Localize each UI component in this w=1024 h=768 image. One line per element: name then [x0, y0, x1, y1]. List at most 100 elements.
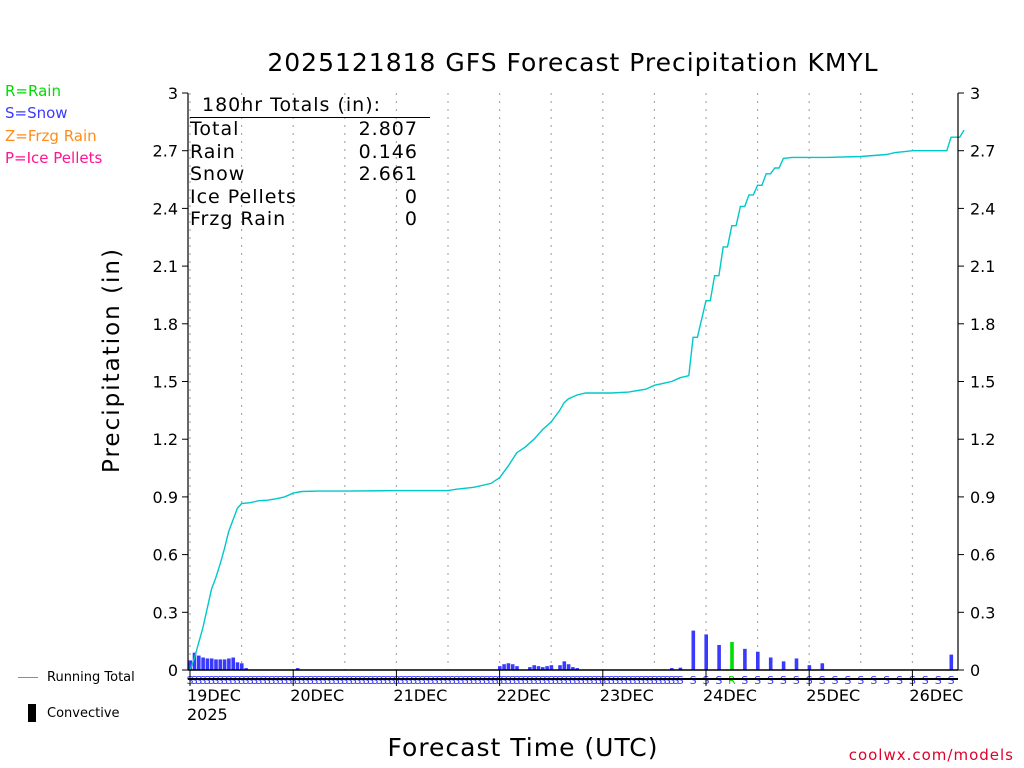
precip-type-marker: S: [350, 674, 357, 687]
precip-type-marker: S: [561, 674, 568, 687]
precip-type-marker: S: [617, 674, 624, 687]
precip-type-marker: S: [647, 674, 654, 687]
precip-type-marker: S: [440, 674, 447, 687]
precip-type-marker: S: [505, 674, 512, 687]
totals-row-total: Total 2.807: [190, 118, 418, 141]
precip-type-marker: S: [303, 674, 310, 687]
precip-type-marker: S: [316, 674, 323, 687]
precip-type-marker: S: [488, 674, 495, 687]
precip-type-marker: S: [754, 674, 761, 687]
precip-type-marker: S: [595, 674, 602, 687]
totals-row-frzg-rain: Frzg Rain 0: [190, 208, 418, 231]
precip-type-marker: S: [526, 674, 533, 687]
precip-bar: [545, 666, 549, 670]
totals-panel: 180hr Totals (in): Total 2.807 Rain 0.14…: [190, 93, 430, 231]
running-total-series: [189, 129, 965, 671]
precip-type-marker: S: [199, 674, 206, 687]
precip-type-marker: S: [642, 674, 649, 687]
precip-bar: [201, 657, 205, 670]
precip-bar: [670, 668, 674, 670]
precip-bar: [549, 665, 554, 670]
legend-snow: S=Snow: [5, 104, 68, 122]
precip-type-marker: S: [660, 674, 667, 687]
credit-link[interactable]: coolwx.com/models: [848, 746, 1014, 764]
totals-value: 0.146: [358, 140, 418, 163]
y-tick-label-right: 0.6: [970, 546, 995, 565]
precip-type-marker: S: [234, 674, 241, 687]
precip-type-marker: S: [668, 674, 675, 687]
precip-type-marker: S: [935, 674, 942, 687]
precip-type-marker: S: [208, 674, 215, 687]
precip-type-marker: S: [741, 674, 748, 687]
precip-type-marker: S: [574, 674, 581, 687]
precip-type-marker: S: [556, 674, 563, 687]
y-tick-label-right: 0.9: [970, 488, 995, 507]
precip-bar: [502, 664, 506, 670]
precip-type-marker: S: [384, 674, 391, 687]
y-tick-label: 2.7: [153, 142, 178, 161]
precip-bar: [227, 658, 231, 670]
precip-bar: [541, 667, 545, 670]
precip-bar: [188, 660, 192, 670]
precip-type-marker: S: [780, 674, 787, 687]
precip-type-marker: S: [612, 674, 619, 687]
x-tick-label: 24DEC: [703, 686, 757, 705]
precip-bar: [678, 667, 683, 670]
precip-type-marker: S: [870, 674, 877, 687]
precip-type-marker: S: [483, 674, 490, 687]
precip-bar: [575, 668, 579, 670]
y-tick-label-right: 1.8: [970, 315, 995, 334]
precip-type-marker: S: [238, 674, 245, 687]
precip-type-marker: S: [844, 674, 851, 687]
precip-bar: [730, 641, 734, 670]
precip-bar: [781, 661, 786, 670]
precip-type-marker: S: [655, 674, 662, 687]
precip-type-marker: S: [767, 674, 774, 687]
precip-type-marker: S: [242, 674, 249, 687]
precip-type-marker: S: [333, 674, 340, 687]
totals-label: Ice Pellets: [190, 185, 297, 208]
precip-type-marker: S: [621, 674, 628, 687]
precip-type-marker: S: [470, 674, 477, 687]
precip-bar: [205, 658, 210, 670]
precip-bar: [704, 634, 708, 670]
precip-bar: [295, 668, 300, 670]
precip-bars: [188, 630, 954, 670]
precip-type-marker: S: [204, 674, 211, 687]
precip-type-marker: S: [445, 674, 452, 687]
precip-type-marker: S: [548, 674, 555, 687]
legend-convective: Convective: [47, 706, 120, 721]
precip-type-marker: S: [715, 674, 722, 687]
legend-running-total: Running Total: [47, 670, 135, 685]
precip-bar: [820, 663, 825, 670]
precip-bar: [231, 657, 235, 670]
legend-ice-pellets: P=Ice Pellets: [5, 149, 103, 167]
precip-type-marker: S: [462, 674, 469, 687]
precip-type-marker: S: [677, 674, 684, 687]
precip-bar: [209, 658, 214, 670]
totals-header: 180hr Totals (in):: [190, 93, 430, 118]
precip-type-marker: S: [268, 674, 275, 687]
precip-type-marker: S: [320, 674, 327, 687]
precip-bar: [691, 630, 696, 670]
precip-type-marker: S: [948, 674, 955, 687]
precip-type-marker: S: [307, 674, 314, 687]
precip-type-marker: S: [629, 674, 636, 687]
precip-type-marker: S: [793, 674, 800, 687]
totals-row-snow: Snow 2.661: [190, 163, 418, 186]
precip-type-marker: S: [324, 674, 331, 687]
precip-type-marker: S: [414, 674, 421, 687]
x-tick-label: 20DEC: [290, 686, 344, 705]
precip-type-marker: S: [359, 674, 366, 687]
totals-row-rain: Rain 0.146: [190, 141, 418, 164]
precip-type-marker: S: [608, 674, 615, 687]
precip-type-marker: S: [376, 674, 383, 687]
precip-type-marker: S: [225, 674, 232, 687]
precip-type-marker: S: [402, 674, 409, 687]
y-tick-label: 1.8: [153, 315, 178, 334]
precip-type-marker: S: [354, 674, 361, 687]
precip-bar: [756, 651, 760, 670]
precip-type-marker: S: [277, 674, 284, 687]
totals-row-ice-pellets: Ice Pellets 0: [190, 186, 418, 209]
running-total-swatch: [18, 677, 38, 678]
